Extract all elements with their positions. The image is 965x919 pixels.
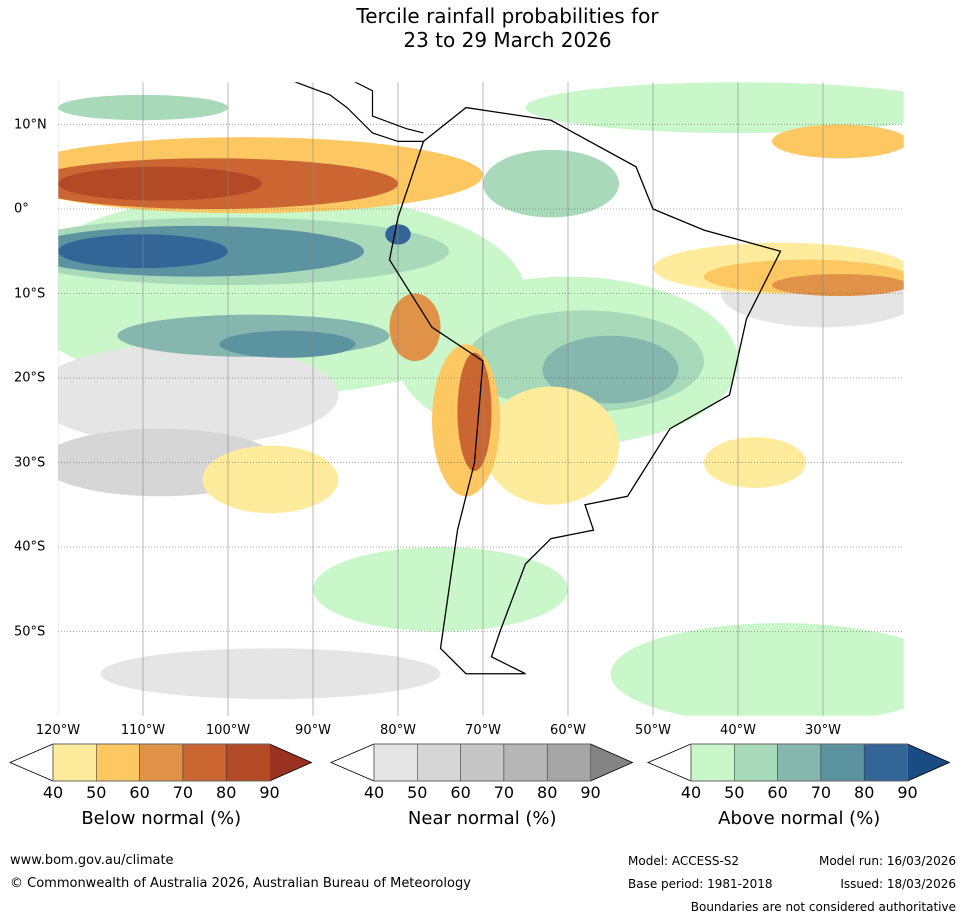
above-normal-colorbar-max-arrow	[907, 743, 951, 782]
longitude-label: 90°W	[295, 723, 331, 738]
latitude-label: 10°S	[14, 286, 46, 301]
above-normal-region	[219, 330, 356, 358]
near-normal-colorbar-min-arrow	[329, 743, 375, 782]
colorbar-tick-label: 60	[767, 783, 788, 802]
near-normal-colorbar-segment	[460, 743, 505, 782]
below-normal-colorbar-segment	[96, 743, 140, 782]
colorbar-tick-label: 40	[680, 783, 702, 802]
latitude-label: 30°S	[14, 455, 46, 470]
above-normal-region	[542, 335, 679, 404]
below-normal-region	[202, 445, 339, 514]
above-normal-region	[610, 623, 904, 716]
colorbar-tick-label: 90	[897, 783, 918, 802]
above-normal-colorbar-segment	[863, 743, 908, 782]
website-link[interactable]: www.bom.gov.au/climate	[10, 853, 174, 868]
near-normal-colorbar-max-arrow	[590, 743, 634, 782]
colorbar-tick-label: 90	[580, 783, 601, 802]
colorbar-tick-label: 70	[810, 783, 832, 802]
below-normal-region	[58, 166, 262, 201]
above-normal-colorbar-segment	[820, 743, 865, 782]
near-normal-region	[58, 344, 339, 446]
issued-text: Issued: 18/03/2026	[840, 877, 956, 891]
below-normal-region	[772, 274, 904, 297]
near-normal-region	[100, 648, 441, 700]
colorbar-tick-label: 40	[363, 783, 385, 802]
longitude-label: 50°W	[635, 723, 671, 738]
below-normal-colorbar-segment	[139, 743, 184, 782]
copyright-text: © Commonwealth of Australia 2026, Austra…	[10, 876, 471, 891]
above-normal-region	[525, 82, 904, 133]
near-normal-colorbar-segment	[373, 743, 418, 782]
disclaimer-text: Boundaries are not considered authoritat…	[690, 900, 956, 914]
chart-title: Tercile rainfall probabilities for 23 to…	[0, 4, 965, 52]
colorbar-tick-label: 50	[407, 783, 428, 802]
colorbar-tick-label: 70	[493, 783, 515, 802]
below-normal-region	[483, 386, 619, 505]
longitude-label: 60°W	[550, 723, 586, 738]
colorbar-tick-label: 90	[259, 783, 280, 802]
near-normal-colorbar-segment	[417, 743, 461, 782]
latitude-label: 10°N	[14, 117, 47, 132]
model-run-text: Model run: 16/03/2026	[818, 854, 956, 868]
below-normal-region	[457, 352, 492, 471]
near-normal-colorbar-segment	[503, 743, 548, 782]
below-normal-colorbar-title: Below normal (%)	[81, 808, 242, 829]
colorbar-tick-label: 70	[172, 783, 194, 802]
below-normal-colorbar-segment	[182, 743, 227, 782]
title-line-2: 23 to 29 March 2026	[403, 28, 612, 52]
below-normal-region	[772, 124, 904, 159]
latitude-label: 40°S	[14, 539, 46, 555]
below-normal-region	[389, 293, 441, 362]
below-normal-colorbar-segment	[225, 743, 270, 782]
latitude-label: 0°	[14, 201, 29, 217]
latitude-label: 20°S	[14, 370, 46, 386]
model-text: Model: ACCESS-S2	[628, 854, 740, 868]
above-normal-region	[313, 547, 568, 632]
longitude-label: 80°W	[380, 723, 416, 738]
below-normal-colorbar-min-arrow	[8, 743, 54, 782]
longitude-label: 40°W	[720, 723, 756, 738]
longitude-label: 110°W	[120, 723, 166, 738]
colorbar-tick-label: 80	[854, 783, 875, 802]
colorbar-tick-label: 60	[450, 783, 471, 802]
below-normal-colorbar-segment	[52, 743, 97, 782]
central-america-coastline	[294, 82, 424, 142]
above-normal-colorbar-title: Above normal (%)	[718, 808, 881, 829]
above-normal-colorbar-segment	[690, 743, 735, 782]
longitude-label: 120°W	[35, 723, 81, 738]
above-normal-colorbar-segment	[777, 743, 822, 782]
latitude-label: 50°S	[14, 624, 46, 639]
longitude-label: 70°W	[465, 723, 501, 738]
above-normal-colorbar-min-arrow	[646, 743, 692, 782]
base-period-text: Base period: 1981-2018	[628, 877, 773, 891]
near-normal-colorbar-segment	[546, 743, 591, 782]
longitude-label: 30°W	[805, 723, 841, 738]
colorbar-tick-label: 50	[86, 783, 107, 802]
south-america-coastline	[388, 106, 782, 675]
below-normal-colorbar-max-arrow	[269, 743, 313, 782]
colorbar-tick-label: 40	[42, 783, 64, 802]
colorbar-tick-label: 80	[216, 783, 237, 802]
longitude-label: 100°W	[205, 723, 251, 738]
colorbar-tick-label: 80	[537, 783, 558, 802]
colorbar-tick-label: 60	[129, 783, 150, 802]
above-normal-colorbar-segment	[734, 743, 778, 782]
title-line-1: Tercile rainfall probabilities for	[356, 4, 659, 28]
colorbar-tick-label: 50	[724, 783, 745, 802]
near-normal-colorbar-title: Near normal (%)	[407, 808, 557, 829]
above-normal-region	[483, 149, 619, 218]
